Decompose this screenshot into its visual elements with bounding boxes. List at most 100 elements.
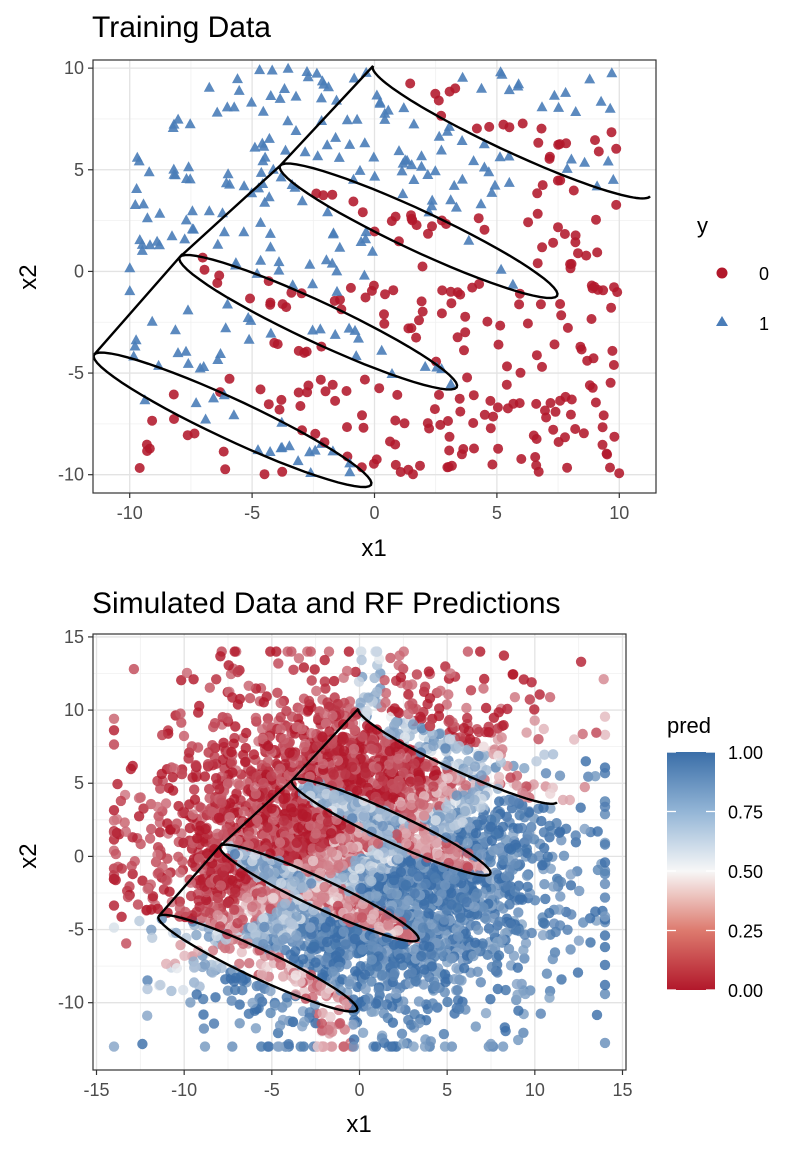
point-prediction xyxy=(273,658,284,669)
point-class-1 xyxy=(301,66,313,76)
point-class-1 xyxy=(212,238,224,249)
point-class-1 xyxy=(441,125,453,136)
point-class-1 xyxy=(371,89,383,100)
point-class-1 xyxy=(168,118,180,129)
point-prediction xyxy=(224,812,235,823)
point-prediction xyxy=(434,703,445,714)
point-class-1 xyxy=(602,155,614,166)
point-class-0 xyxy=(570,424,581,434)
point-class-1 xyxy=(408,118,420,129)
chart-predictions: Simulated Data and RF Predictions -15 -10… xyxy=(15,587,763,1138)
point-prediction xyxy=(175,708,186,719)
point-class-1 xyxy=(154,207,166,218)
point-class-0 xyxy=(405,78,416,89)
point-prediction xyxy=(360,768,371,779)
point-class-1 xyxy=(314,323,326,334)
point-class-1 xyxy=(486,186,498,197)
point-prediction xyxy=(299,741,310,753)
point-prediction xyxy=(322,952,333,963)
point-prediction xyxy=(243,680,254,691)
point-prediction xyxy=(473,750,484,762)
point-class-0 xyxy=(224,373,235,384)
point-prediction xyxy=(269,1000,281,1011)
point-class-0 xyxy=(590,397,601,408)
point-prediction xyxy=(592,826,603,837)
point-prediction xyxy=(244,958,255,969)
point-prediction xyxy=(460,780,471,791)
point-prediction xyxy=(440,976,451,988)
point-prediction xyxy=(166,985,177,997)
point-prediction xyxy=(191,906,202,917)
point-prediction xyxy=(413,996,425,1007)
point-prediction xyxy=(238,806,249,817)
point-class-0 xyxy=(493,443,504,454)
point-class-1 xyxy=(263,132,275,143)
point-class-1 xyxy=(350,350,362,361)
point-class-0 xyxy=(341,386,352,396)
point-class-1 xyxy=(476,82,487,93)
point-class-0 xyxy=(458,444,469,454)
point-prediction xyxy=(462,646,474,657)
point-class-1 xyxy=(376,344,388,355)
point-class-0 xyxy=(360,292,371,303)
point-class-1 xyxy=(422,169,434,179)
point-class-1 xyxy=(353,332,364,343)
point-prediction xyxy=(241,727,252,739)
point-prediction xyxy=(306,675,317,686)
point-class-0 xyxy=(329,295,340,306)
point-class-0 xyxy=(559,229,570,239)
point-prediction xyxy=(126,860,137,872)
point-prediction xyxy=(234,958,245,969)
point-class-0 xyxy=(548,424,559,435)
point-class-1 xyxy=(238,226,250,237)
point-prediction xyxy=(181,667,193,679)
point-prediction xyxy=(599,711,611,722)
point-class-1 xyxy=(536,101,548,112)
point-prediction xyxy=(173,800,184,812)
point-prediction xyxy=(544,992,555,1003)
point-class-1 xyxy=(348,72,360,83)
point-class-0 xyxy=(415,460,425,471)
point-class-0 xyxy=(147,415,158,426)
point-class-1 xyxy=(478,161,490,172)
point-prediction xyxy=(462,862,474,873)
point-class-1 xyxy=(343,322,355,333)
point-prediction xyxy=(127,868,138,880)
point-prediction xyxy=(494,916,505,927)
point-prediction xyxy=(262,720,273,731)
point-class-0 xyxy=(134,463,145,473)
point-class-1 xyxy=(431,361,443,372)
point-prediction xyxy=(538,802,549,813)
point-prediction xyxy=(569,734,580,745)
point-prediction xyxy=(320,718,332,729)
point-class-1 xyxy=(186,223,198,234)
point-prediction xyxy=(369,1006,380,1017)
point-class-0 xyxy=(531,350,542,361)
point-prediction xyxy=(183,753,194,764)
point-class-0 xyxy=(544,153,555,164)
point-prediction xyxy=(265,985,276,997)
point-class-1 xyxy=(166,230,178,241)
point-prediction xyxy=(357,1027,369,1039)
point-prediction xyxy=(311,685,322,697)
point-prediction xyxy=(133,811,145,822)
point-prediction xyxy=(287,1016,299,1028)
point-class-1 xyxy=(507,278,519,289)
point-prediction xyxy=(513,907,524,918)
point-prediction xyxy=(137,1038,148,1050)
point-class-0 xyxy=(537,180,548,191)
point-prediction xyxy=(585,937,596,948)
point-prediction xyxy=(326,1041,338,1052)
point-prediction xyxy=(178,984,189,996)
point-class-0 xyxy=(417,261,428,272)
point-prediction xyxy=(108,1041,120,1052)
point-prediction xyxy=(120,826,132,837)
point-prediction xyxy=(429,770,440,781)
point-prediction xyxy=(366,976,377,987)
point-class-1 xyxy=(254,64,266,75)
point-prediction xyxy=(164,886,175,897)
point-class-0 xyxy=(550,406,561,417)
point-prediction xyxy=(321,936,333,948)
point-class-0 xyxy=(548,237,559,248)
point-class-1 xyxy=(218,226,230,237)
